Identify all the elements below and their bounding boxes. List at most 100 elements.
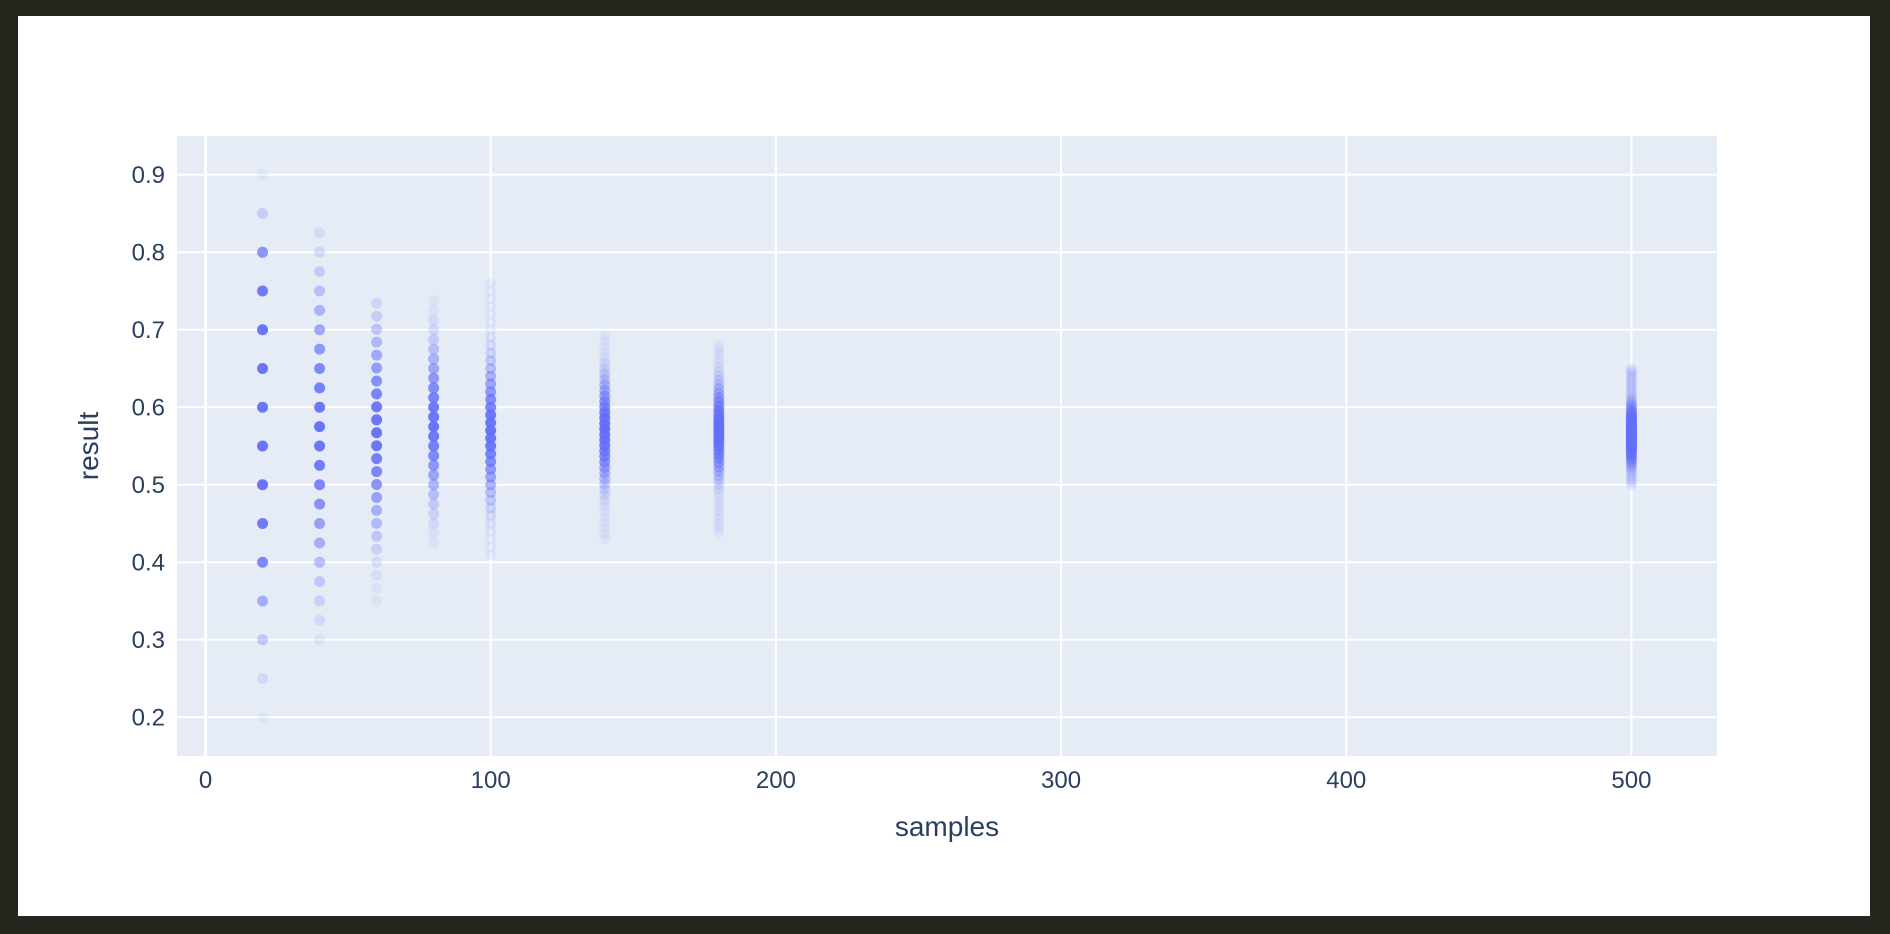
data-point bbox=[485, 378, 497, 390]
data-point bbox=[371, 401, 383, 413]
data-point bbox=[1625, 380, 1637, 392]
data-point bbox=[314, 421, 326, 433]
x-tick-label: 0 bbox=[199, 767, 212, 794]
data-point bbox=[599, 483, 611, 495]
data-point bbox=[485, 549, 497, 560]
data-point bbox=[713, 353, 725, 365]
data-point bbox=[428, 411, 440, 423]
data-point bbox=[257, 634, 269, 646]
data-point bbox=[314, 479, 326, 491]
data-point bbox=[1625, 384, 1637, 396]
data-point bbox=[371, 569, 383, 581]
data-point bbox=[485, 301, 497, 312]
data-point bbox=[428, 450, 440, 462]
data-point bbox=[1625, 386, 1637, 398]
data-point bbox=[1625, 387, 1637, 399]
data-point bbox=[713, 474, 725, 486]
data-point bbox=[713, 478, 725, 490]
data-point bbox=[713, 491, 725, 503]
data-point bbox=[485, 518, 497, 529]
data-point bbox=[1625, 456, 1637, 467]
data-point bbox=[599, 522, 611, 534]
data-point bbox=[371, 453, 383, 465]
data-point bbox=[428, 421, 440, 433]
data-point bbox=[713, 361, 725, 373]
data-point bbox=[713, 344, 725, 356]
data-point bbox=[1625, 373, 1637, 385]
data-point bbox=[314, 343, 326, 355]
data-point bbox=[599, 335, 611, 347]
data-point bbox=[371, 362, 383, 374]
data-point bbox=[257, 556, 269, 568]
data-point bbox=[713, 526, 725, 538]
data-point bbox=[428, 295, 440, 307]
y-tick-label: 0.6 bbox=[132, 394, 165, 421]
data-point bbox=[1625, 390, 1637, 402]
data-point bbox=[1625, 372, 1637, 384]
data-point bbox=[428, 479, 440, 491]
data-point bbox=[1625, 376, 1637, 388]
data-point bbox=[1625, 465, 1637, 477]
data-point bbox=[428, 537, 440, 549]
data-point bbox=[428, 392, 440, 404]
data-point bbox=[713, 379, 725, 391]
data-point bbox=[485, 339, 497, 351]
data-point bbox=[1625, 406, 1637, 418]
data-point bbox=[428, 343, 440, 355]
data-point bbox=[599, 527, 611, 539]
data-point bbox=[314, 227, 326, 239]
data-point bbox=[599, 329, 611, 341]
data-point bbox=[371, 517, 383, 529]
data-point bbox=[1625, 400, 1637, 412]
x-tick-label: 300 bbox=[1041, 767, 1081, 794]
data-point bbox=[428, 372, 440, 384]
data-point bbox=[428, 324, 440, 336]
data-point bbox=[314, 498, 326, 510]
data-point bbox=[1625, 474, 1637, 486]
data-point bbox=[371, 543, 383, 555]
data-point bbox=[371, 336, 383, 348]
data-point bbox=[1625, 398, 1637, 410]
data-point bbox=[257, 208, 269, 219]
data-point bbox=[257, 285, 269, 297]
data-point bbox=[371, 375, 383, 387]
y-tick-label: 0.9 bbox=[132, 162, 165, 189]
data-point bbox=[485, 510, 497, 522]
data-point bbox=[1625, 473, 1637, 485]
data-point bbox=[314, 363, 326, 374]
data-point bbox=[599, 505, 611, 517]
data-point bbox=[314, 401, 326, 413]
data-point bbox=[713, 383, 725, 395]
data-point bbox=[713, 504, 725, 516]
data-point bbox=[428, 518, 440, 529]
data-point bbox=[485, 394, 497, 405]
data-point bbox=[314, 266, 326, 278]
data-points bbox=[257, 169, 1637, 723]
data-point bbox=[485, 363, 497, 374]
data-point bbox=[713, 496, 725, 508]
data-point bbox=[1625, 375, 1637, 387]
data-point bbox=[371, 440, 383, 452]
data-point bbox=[1625, 471, 1637, 483]
data-point bbox=[1625, 392, 1637, 404]
data-point bbox=[428, 469, 440, 481]
data-point bbox=[485, 332, 497, 343]
data-point bbox=[257, 324, 269, 336]
data-point bbox=[314, 324, 326, 336]
data-point bbox=[1625, 389, 1637, 401]
data-point bbox=[1625, 409, 1637, 421]
data-point bbox=[713, 500, 725, 512]
data-point bbox=[599, 368, 611, 380]
data-point bbox=[428, 430, 440, 442]
data-point bbox=[314, 595, 326, 607]
data-point bbox=[485, 463, 497, 475]
data-point bbox=[314, 440, 326, 452]
x-tick-label: 200 bbox=[756, 767, 796, 794]
data-point bbox=[257, 246, 269, 258]
data-point bbox=[599, 494, 611, 506]
y-tick-label: 0.7 bbox=[132, 317, 165, 344]
data-point bbox=[1625, 370, 1637, 382]
data-point bbox=[257, 711, 269, 723]
data-point bbox=[713, 374, 725, 386]
data-point bbox=[1625, 383, 1637, 395]
